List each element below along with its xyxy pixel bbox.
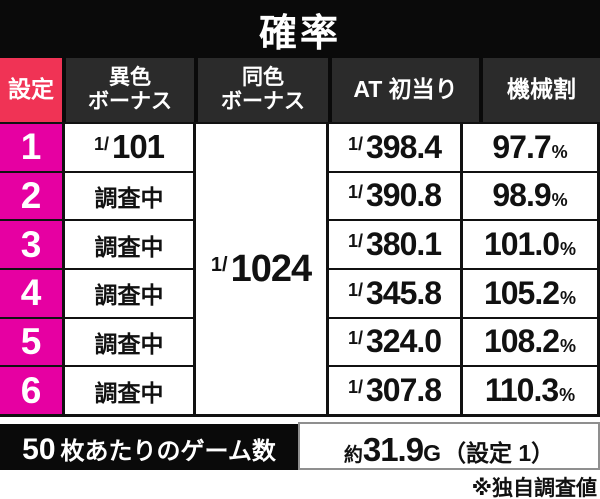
page-title: 確率: [258, 12, 341, 55]
setting-4-cell: 4: [0, 270, 62, 317]
at-cell-setting-6: 1/307.8: [329, 367, 460, 414]
at-cell-setting-2: 1/390.8: [329, 172, 460, 220]
bonus-cell-setting-2: 調査中: [65, 172, 193, 220]
payout-cell-setting-2: 98.9%: [463, 172, 597, 220]
header-same-color-bonus: 同色 ボーナス: [198, 58, 328, 122]
payout-cell-setting-1: 97.7%: [463, 124, 597, 171]
payout-cell-setting-4: 105.2%: [463, 270, 597, 317]
payout-cell-setting-5: 108.2%: [463, 318, 597, 366]
header-setting-label: 設定: [8, 76, 54, 103]
table-header-row: 設定 異色 ボーナス 同色 ボーナス AT 初当り 機械割: [0, 58, 600, 122]
setting-5-cell: 5: [0, 318, 62, 366]
setting-6-cell: 6: [0, 367, 62, 414]
bonus-cell-setting-5: 調査中: [65, 318, 193, 366]
bonus-cell-setting-1: 1/101: [65, 124, 193, 171]
bonus-cell-setting-6: 調査中: [65, 367, 193, 414]
at-cell-setting-5: 1/324.0: [329, 318, 460, 366]
at-cell-setting-4: 1/345.8: [329, 270, 460, 317]
header-machine-payout: 機械割: [483, 58, 600, 122]
bonus-cell-setting-4: 調査中: [65, 270, 193, 317]
setting-1-cell: 1: [0, 124, 62, 171]
table-body: 1 1/101 1/1024 1/398.4 97.7% 2 調査中 1/390…: [0, 122, 600, 417]
at-cell-setting-3: 1/380.1: [329, 221, 460, 268]
bonus-cell-setting-3: 調査中: [65, 221, 193, 268]
footnote: ※独自調査値: [471, 477, 597, 499]
header-different-color-bonus: 異色 ボーナス: [66, 58, 194, 122]
payout-cell-setting-6: 110.3%: [463, 367, 597, 414]
at-cell-setting-1: 1/398.4: [329, 124, 460, 171]
title-bar: 確率: [0, 0, 600, 58]
games-per-50-coins-value: 約 31.9 G （設定 1）: [298, 422, 600, 470]
setting-2-cell: 2: [0, 172, 62, 220]
same-color-bonus-merged-cell: 1/1024: [196, 124, 326, 414]
header-at-first-hit: AT 初当り: [332, 58, 479, 122]
setting-3-cell: 3: [0, 221, 62, 268]
header-setting: 設定: [0, 58, 62, 122]
payout-cell-setting-3: 101.0%: [463, 221, 597, 268]
games-per-50-coins-label: 50 枚あたりのゲーム数: [0, 424, 298, 470]
